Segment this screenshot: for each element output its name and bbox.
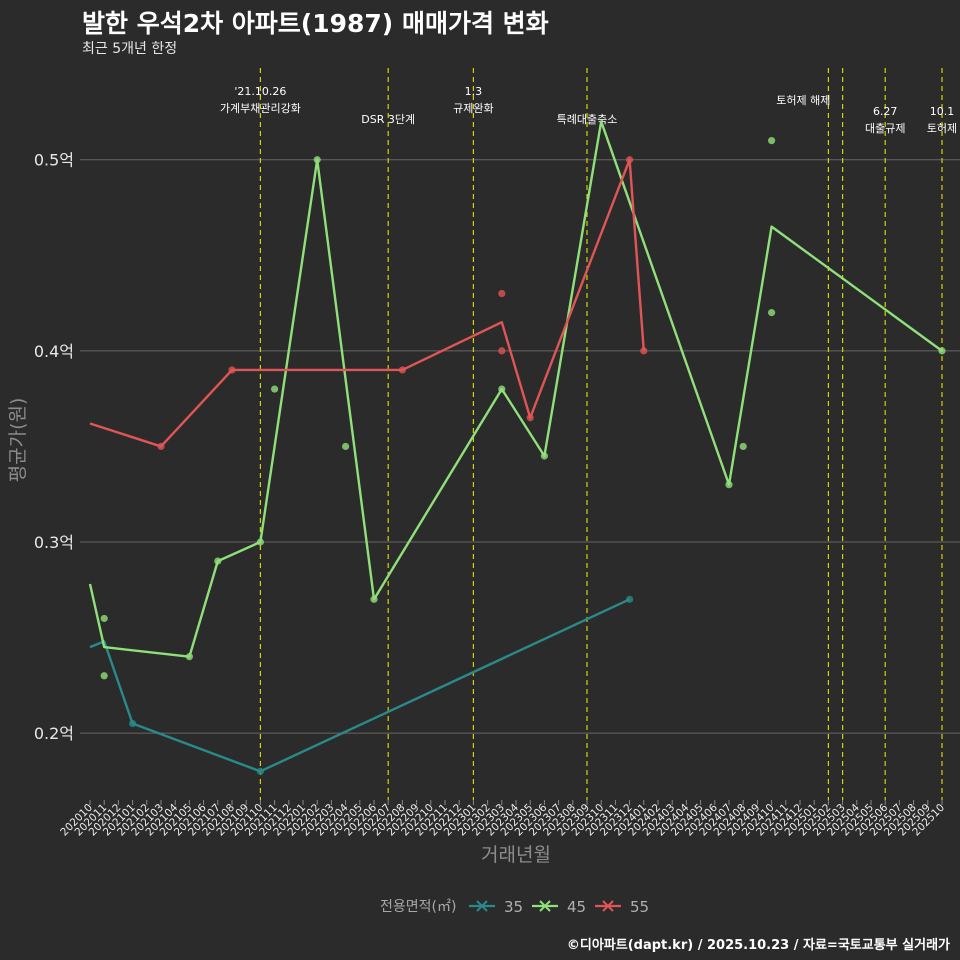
legend-label-45: 45 bbox=[567, 898, 586, 916]
data-point-55 bbox=[498, 347, 506, 355]
y-tick-label: 0.5억 bbox=[34, 151, 74, 170]
series-line-45 bbox=[88, 120, 943, 658]
series-line-35 bbox=[89, 598, 631, 773]
series-line-55 bbox=[89, 158, 645, 448]
event-annotation: 가계부채관리강화 bbox=[220, 102, 301, 115]
event-annotation: 토허제 bbox=[927, 122, 957, 135]
y-tick-label: 0.4억 bbox=[34, 342, 74, 361]
data-point-55 bbox=[526, 414, 534, 422]
data-point-45 bbox=[540, 452, 549, 460]
data-point-55 bbox=[626, 156, 634, 164]
chart-caption: ©디아파트(dapt.kr) / 2025.10.23 / 자료=국토교통부 실… bbox=[566, 938, 950, 953]
data-point-45 bbox=[100, 614, 108, 623]
data-point-45 bbox=[185, 653, 193, 661]
event-annotation: DSR 3단계 bbox=[361, 113, 415, 126]
data-point-35 bbox=[256, 767, 264, 775]
event-annotation: 1.3 bbox=[465, 85, 483, 98]
y-tick-label: 0.3억 bbox=[34, 533, 74, 552]
event-annotation: 규제완화 bbox=[453, 102, 493, 115]
event-annotation: 토허제 해제 bbox=[776, 93, 830, 107]
data-point-45 bbox=[342, 442, 350, 451]
legend-label-35: 35 bbox=[504, 898, 523, 916]
data-point-55 bbox=[640, 347, 648, 355]
event-annotation: 특례대출축소 bbox=[557, 113, 618, 126]
legend-marker-35 bbox=[476, 900, 488, 912]
y-tick-label: 0.2억 bbox=[34, 724, 74, 743]
event-annotation: '21.10.26 bbox=[234, 85, 286, 98]
event-annotation: 10.1 bbox=[930, 105, 955, 118]
data-point-45 bbox=[768, 137, 776, 145]
legend-marker-45 bbox=[539, 900, 551, 912]
data-point-45 bbox=[498, 385, 506, 393]
data-point-45 bbox=[725, 481, 733, 489]
data-point-45 bbox=[739, 442, 747, 451]
data-point-35 bbox=[129, 719, 137, 728]
event-annotation: 6.27 bbox=[873, 105, 898, 118]
chart-subtitle: 최근 5개년 한정 bbox=[82, 41, 178, 57]
chart-title: 발한 우석2차 아파트(1987) 매매가격 변화 bbox=[82, 9, 549, 38]
data-point-45 bbox=[370, 595, 378, 603]
data-point-45 bbox=[271, 385, 279, 393]
y-axis-title: 평균가(원) bbox=[7, 398, 29, 483]
data-point-45 bbox=[938, 347, 946, 355]
data-point-45 bbox=[256, 538, 264, 546]
data-point-35 bbox=[626, 595, 634, 603]
data-point-55 bbox=[498, 289, 506, 298]
legend-title: 전용면적(㎡) bbox=[380, 899, 456, 915]
legend-label-55: 55 bbox=[630, 898, 649, 916]
data-point-45 bbox=[100, 672, 108, 680]
legend-marker-55 bbox=[602, 900, 614, 912]
data-point-45 bbox=[313, 156, 321, 164]
data-point-45 bbox=[214, 557, 222, 565]
data-point-55 bbox=[228, 366, 236, 374]
data-point-45 bbox=[768, 309, 776, 317]
event-annotation: 대출규제 bbox=[865, 122, 905, 135]
x-axis-title: 거래년월 bbox=[481, 844, 551, 866]
data-point-55 bbox=[157, 442, 165, 451]
data-point-55 bbox=[398, 366, 406, 374]
